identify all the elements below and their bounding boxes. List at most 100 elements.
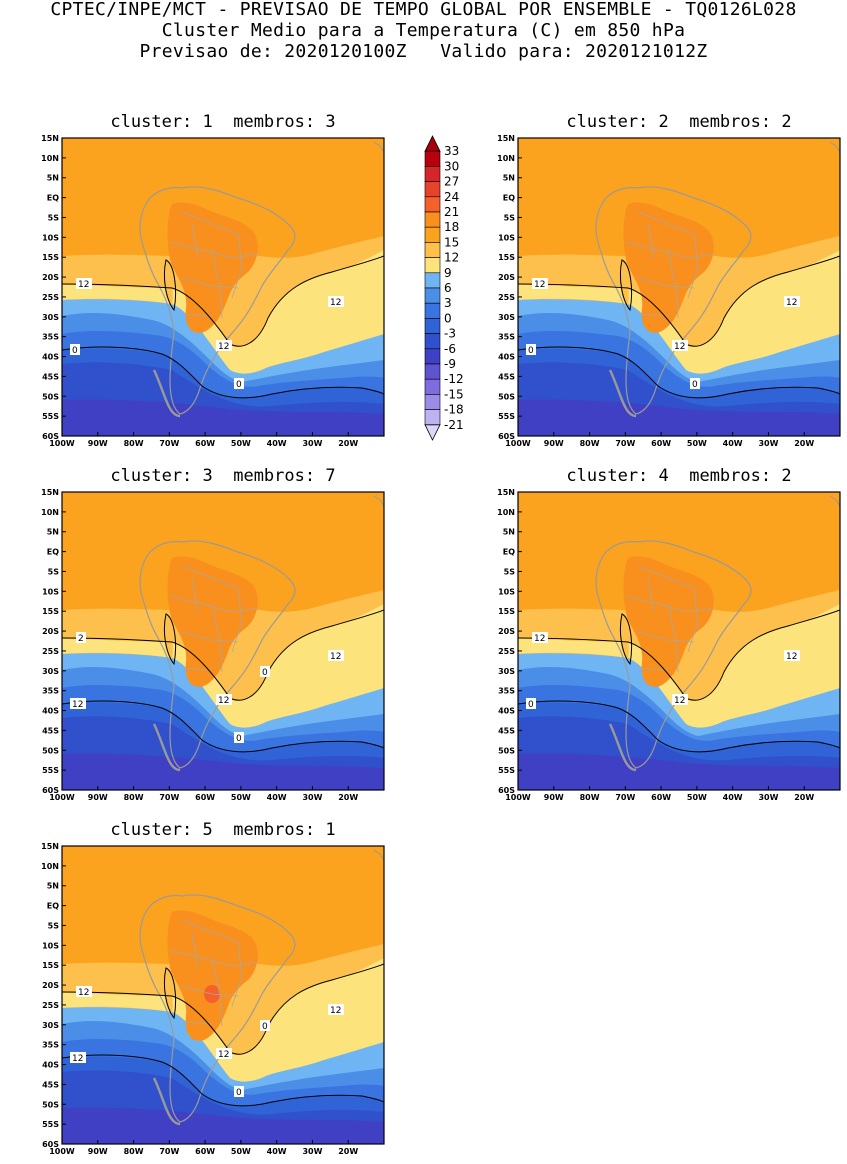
svg-text:12: 12 (72, 700, 83, 710)
contour-label: 0 (260, 666, 270, 678)
lat-tick-label: 10S (42, 587, 59, 596)
country-border (637, 631, 695, 643)
colorbar-label: 27 (444, 175, 459, 189)
lon-tick-label: 50W (231, 793, 251, 802)
svg-text:12: 12 (534, 280, 545, 290)
svg-text:12: 12 (78, 280, 89, 290)
colorbar-label: 0 (444, 311, 452, 325)
contour-label: 2 (76, 632, 86, 644)
colorbar-label: -6 (444, 342, 456, 356)
svg-text:12: 12 (330, 1006, 341, 1016)
lon-tick-label: 70W (615, 439, 635, 448)
lon-tick-label: 50W (687, 793, 707, 802)
field-andes-cool (164, 274, 173, 306)
contour-12 (518, 609, 840, 701)
contour-0 (62, 1054, 384, 1107)
lat-tick-label: 45S (42, 372, 59, 381)
colorbar-swatch (424, 394, 441, 410)
panel-1-title: cluster: 1 membros: 3 (110, 112, 336, 132)
colorbar-swatch (424, 318, 441, 334)
svg-text:0: 0 (236, 380, 242, 390)
country-border (687, 587, 699, 653)
svg-text:0: 0 (528, 700, 534, 710)
map-panel-5: 12 12 12 12 0 0 15N 10N 5N EQ 5S 10S 15S 20S 25S 30S 35S… (41, 842, 385, 1156)
contour-12 (62, 255, 384, 347)
contour-0 (62, 346, 384, 399)
lat-tick-label: EQ (503, 548, 515, 557)
lat-tick-label: 15S (498, 607, 515, 616)
country-border (181, 277, 239, 289)
contour-label: 12 (672, 694, 688, 706)
forecast-dates: Previsao de: 2020120100Z Valido para: 20… (139, 41, 708, 62)
lon-tick-label: 90W (88, 439, 108, 448)
contour-label: 12 (328, 296, 344, 308)
lon-tick-label: 20W (794, 439, 814, 448)
colorbar-label: 30 (444, 159, 459, 173)
lat-tick-label: 40S (42, 707, 59, 716)
country-border (667, 249, 679, 319)
colorbar-swatch (424, 150, 441, 167)
lon-tick-label: 50W (231, 439, 251, 448)
lat-tick-label: 35S (42, 333, 59, 342)
lon-tick-label: 30W (302, 793, 322, 802)
africa-coast (829, 495, 840, 507)
svg-text:12: 12 (330, 298, 341, 308)
lat-tick-label: 10N (497, 154, 515, 163)
fjord-coast (608, 369, 637, 418)
lat-tick-label: 10N (41, 154, 59, 163)
lat-tick-label: 10S (42, 941, 59, 950)
colorbar-swatch (424, 272, 441, 289)
lat-tick-label: 55S (42, 766, 59, 775)
map-body: 12 12 12 12 0 0 (62, 846, 384, 1144)
contour-label: 12 (70, 698, 86, 710)
lat-tick-label: 5S (48, 213, 60, 222)
colorbar-label: 33 (444, 144, 459, 158)
lon-tick-label: 80W (580, 439, 600, 448)
lat-tick-label: 25S (42, 1001, 59, 1010)
contour-label: 12 (70, 1052, 86, 1064)
contour-0 (62, 700, 384, 753)
colorbar-label: 24 (444, 190, 459, 204)
lat-tick-label: 60S (42, 786, 59, 795)
field-21-24 (623, 556, 714, 687)
lat-tick-label: 50S (498, 746, 515, 755)
lon-tick-label: 90W (544, 793, 564, 802)
svg-text:0: 0 (72, 346, 78, 356)
colorbar-label: -9 (444, 357, 456, 371)
lon-tick-label: 100W (49, 1147, 75, 1156)
lat-tick-label: 20S (498, 627, 515, 636)
field-18-21 (518, 138, 840, 258)
lat-tick-label: 5S (504, 213, 516, 222)
lon-tick-label: 70W (159, 793, 179, 802)
lat-tick-label: 25S (42, 293, 59, 302)
lon-tick-label: 80W (124, 1147, 144, 1156)
figure-subtitle: Cluster Medio para a Temperatura (C) em … (161, 20, 686, 41)
lon-tick-label: 40W (267, 439, 287, 448)
colorbar-label: -21 (444, 418, 464, 432)
contour-label: 0 (690, 378, 700, 390)
panel-4-title: cluster: 4 membros: 2 (566, 466, 792, 486)
lat-tick-label: 20S (42, 627, 59, 636)
contour-label: 0 (70, 344, 80, 356)
lat-tick-label: 10S (498, 233, 515, 242)
lat-tick-label: 50S (42, 746, 59, 755)
lat-tick-label: 45S (42, 726, 59, 735)
lat-tick-label: EQ (47, 902, 59, 911)
country-border (179, 313, 213, 317)
lat-tick-label: 15N (497, 134, 515, 143)
country-border (179, 667, 213, 671)
colorbar-label: 9 (444, 266, 452, 280)
field-m6-m3 (518, 399, 840, 436)
lat-tick-label: 30S (42, 667, 59, 676)
contour-label: 12 (532, 632, 548, 644)
country-border (179, 1021, 213, 1025)
colorbar-label: 15 (444, 235, 459, 249)
lat-tick-label: 35S (42, 1041, 59, 1050)
lat-tick-label: 30S (498, 313, 515, 322)
svg-text:12: 12 (786, 652, 797, 662)
lon-tick-label: 70W (615, 793, 635, 802)
lat-tick-label: 10S (42, 233, 59, 242)
map-body: 12 12 12 0 0 (62, 138, 384, 436)
country-border (211, 957, 223, 1027)
